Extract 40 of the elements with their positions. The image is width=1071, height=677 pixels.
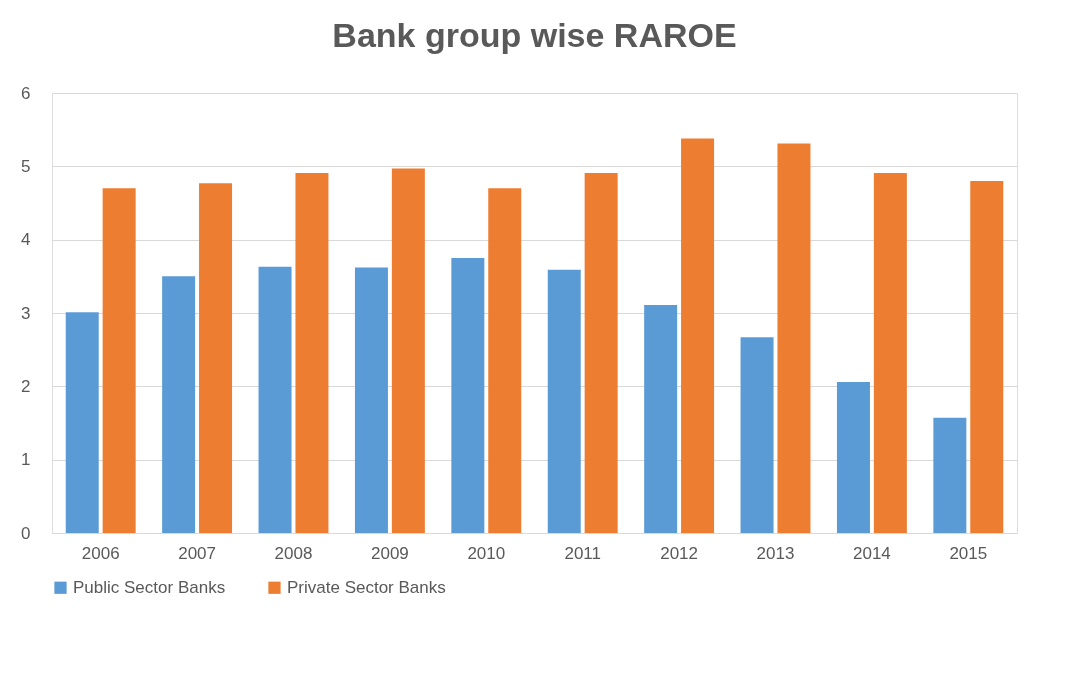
bar: [102, 188, 136, 533]
x-tick-label: 2014: [853, 543, 891, 563]
x-tick-label: 2009: [370, 543, 409, 563]
legend-label: Private Sector Banks: [287, 577, 446, 597]
bar: [873, 172, 907, 533]
bar: [295, 172, 329, 533]
x-tick-label: 2011: [564, 543, 601, 563]
x-tick-label: 2008: [274, 543, 313, 563]
x-tick-label: 2006: [81, 543, 120, 563]
y-tick-label: 3: [21, 303, 31, 323]
bar: [199, 183, 233, 533]
x-tick-label: 2012: [660, 543, 699, 563]
bar: [584, 172, 618, 533]
x-tick-label: 2010: [467, 543, 506, 563]
bar: [836, 381, 870, 533]
y-tick-label: 0: [21, 523, 31, 543]
bar: [933, 417, 967, 533]
x-tick-label: 2013: [756, 543, 795, 563]
bar: [970, 181, 1004, 533]
bar: [354, 267, 388, 533]
chart-title: Bank group wise RAROE: [332, 16, 737, 54]
legend-label: Public Sector Banks: [73, 577, 226, 597]
bar: [391, 168, 425, 533]
bar: [65, 312, 99, 533]
bar: [451, 258, 485, 533]
x-tick-label: 2015: [949, 543, 988, 563]
bar: [681, 138, 715, 533]
bar: [547, 269, 581, 533]
y-tick-label: 6: [21, 83, 31, 103]
bar: [644, 304, 678, 533]
bar: [777, 143, 811, 533]
bar: [488, 188, 522, 533]
x-tick-label: 2007: [178, 543, 216, 563]
bar: [258, 266, 292, 533]
bar: [740, 337, 774, 533]
y-tick-label: 2: [21, 376, 31, 396]
y-tick-label: 4: [21, 230, 31, 250]
bar: [162, 276, 196, 533]
y-tick-label: 5: [21, 156, 31, 176]
y-tick-label: 1: [21, 450, 31, 470]
